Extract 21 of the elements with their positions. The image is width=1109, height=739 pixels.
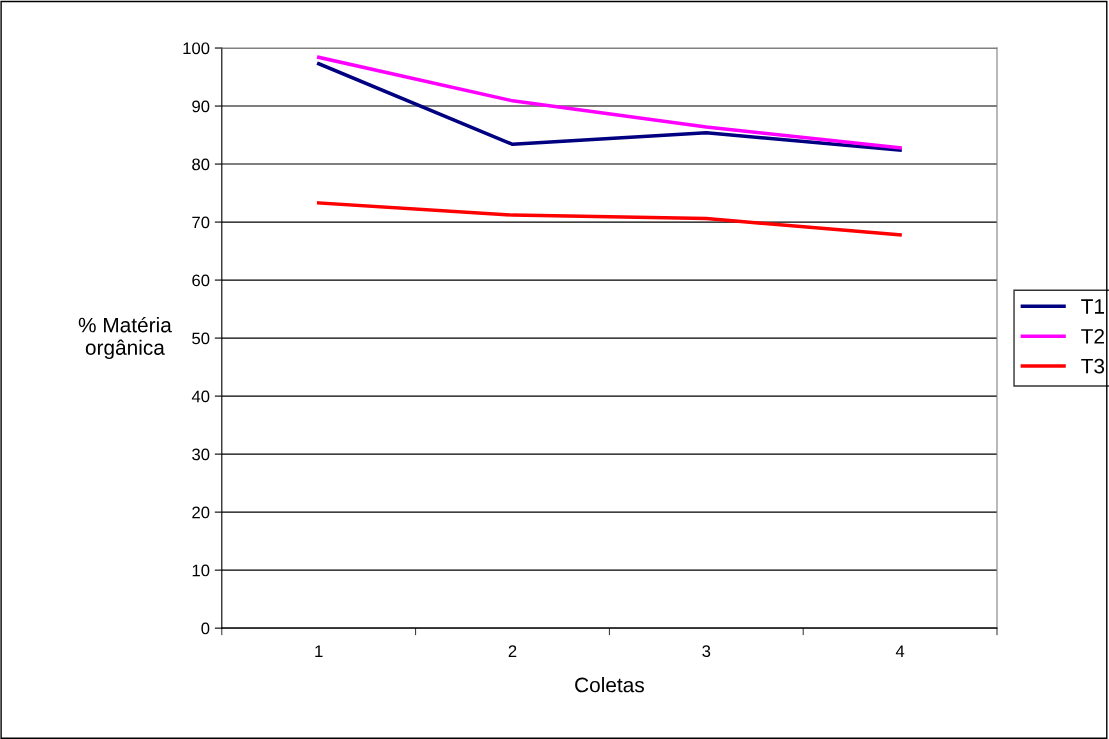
y-tick-label: 10 [192,564,210,577]
x-axis-title: Coletas [575,677,644,693]
legend-label: T2 [1081,328,1104,344]
y-tick-label: 40 [191,390,210,403]
y-tick-label: 70 [192,216,210,229]
y-tick-label: 0 [201,622,210,635]
y-axis-title: % Matéria orgânica [78,316,172,360]
y-tick-label: 80 [192,158,210,171]
legend-label: T3 [1081,358,1105,374]
y-tick-label: 20 [192,506,210,519]
x-tick-label: 1 [315,645,323,657]
y-tick-label: 100 [183,42,210,55]
legend-label: T1 [1081,299,1105,314]
x-tick-label: 3 [702,645,711,658]
y-tick-label: 50 [192,332,210,345]
x-tick-label: 2 [508,645,517,657]
y-tick-label: 60 [192,274,210,287]
x-tick-label: 4 [895,645,905,657]
line-series [316,201,902,237]
y-tick-label: 90 [192,100,210,113]
y-tick-label: 30 [192,448,210,461]
